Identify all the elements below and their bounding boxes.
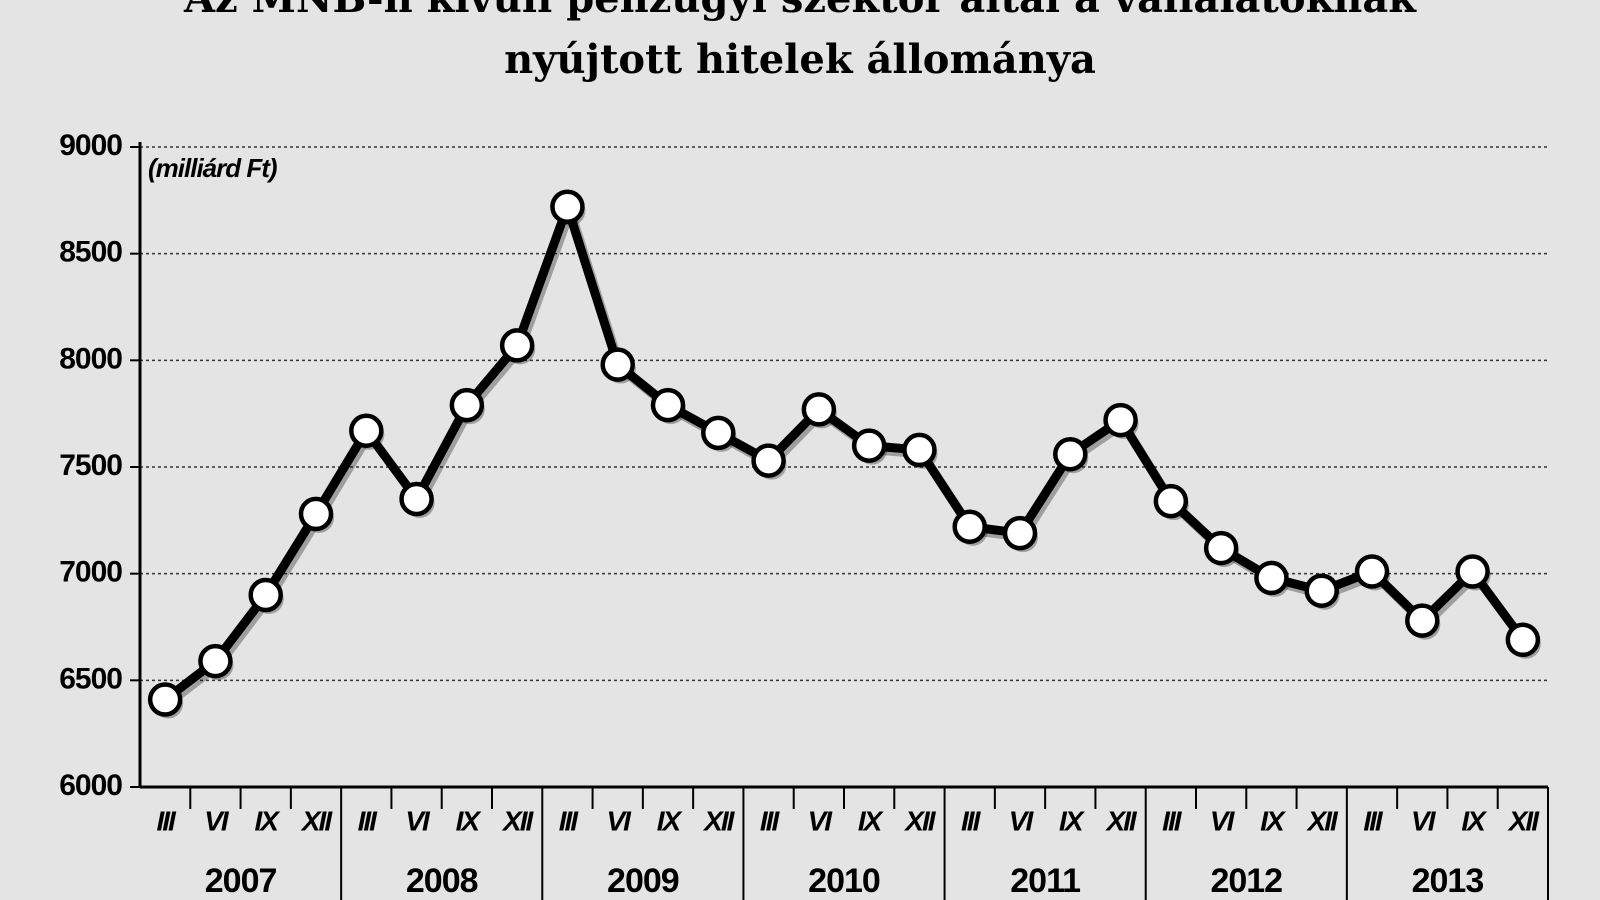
- year-label: 2007: [205, 862, 277, 900]
- marker: [1405, 603, 1440, 638]
- marker: [1103, 402, 1138, 438]
- x-tick-label: III: [358, 805, 379, 836]
- y-tick-label: 7000: [59, 556, 122, 589]
- x-tick-label: XII: [300, 805, 333, 836]
- year-label: 2008: [406, 862, 478, 900]
- x-tick-label: VI: [1210, 805, 1236, 836]
- x-tick-label: XII: [501, 805, 534, 836]
- marker: [550, 189, 585, 224]
- marker: [952, 509, 987, 544]
- marker: [902, 432, 937, 468]
- y-tick-label: 9000: [59, 129, 122, 162]
- marker: [1002, 515, 1038, 551]
- x-tick-label: III: [760, 805, 781, 836]
- x-tick-label: VI: [405, 805, 431, 836]
- x-tick-label: VI: [1411, 805, 1437, 836]
- marker: [198, 643, 233, 679]
- x-tick-label: III: [156, 805, 177, 836]
- unit-label: (milliárd Ft): [148, 153, 277, 183]
- marker: [349, 413, 384, 448]
- marker: [1455, 554, 1490, 589]
- year-label: 2012: [1210, 862, 1282, 900]
- x-tick-label: XII: [1306, 805, 1339, 836]
- year-label: 2013: [1412, 862, 1484, 900]
- marker: [801, 392, 837, 427]
- x-tick-label: XII: [702, 805, 735, 836]
- marker: [1505, 622, 1541, 658]
- marker: [851, 428, 887, 463]
- marker: [499, 328, 535, 363]
- x-tick-label: III: [559, 805, 580, 836]
- y-tick-label: 8000: [59, 342, 122, 375]
- marker: [147, 682, 183, 717]
- x-tick-label: VI: [808, 805, 834, 836]
- year-label: 2009: [607, 862, 679, 900]
- marker: [1053, 436, 1088, 472]
- marker: [1153, 483, 1189, 519]
- marker: [701, 415, 736, 451]
- y-tick-label: 7500: [59, 449, 122, 482]
- marker: [1254, 560, 1289, 596]
- marker: [248, 577, 283, 613]
- marker: [298, 496, 334, 532]
- marker: [1203, 530, 1239, 566]
- year-label: 2011: [1010, 862, 1080, 900]
- chart-title: nyújtott hitelek állománya: [504, 36, 1096, 83]
- marker: [1354, 554, 1390, 589]
- x-tick-label: III: [961, 805, 982, 836]
- x-tick-label: XII: [1104, 805, 1137, 836]
- x-tick-label: III: [1363, 805, 1384, 836]
- marker: [751, 443, 786, 478]
- marker: [600, 347, 635, 382]
- marker: [449, 387, 485, 423]
- line: [162, 192, 1527, 704]
- x-tick-label: XII: [1507, 805, 1540, 836]
- year-label: 2010: [808, 862, 880, 900]
- y-tick-label: 6500: [59, 662, 122, 695]
- x-tick-label: VI: [606, 805, 632, 836]
- marker: [399, 481, 434, 517]
- x-tick-label: III: [1162, 805, 1183, 836]
- x-tick-label: VI: [1009, 805, 1035, 836]
- y-tick-label: 6000: [59, 769, 122, 802]
- marker: [1304, 573, 1339, 608]
- x-tick-label: VI: [204, 805, 230, 836]
- y-tick-label: 8500: [59, 236, 122, 269]
- chart-title: Az MNB-n kívüli pénzügyi szektor által a…: [183, 0, 1417, 22]
- x-tick-label: XII: [903, 805, 936, 836]
- marker: [650, 387, 686, 423]
